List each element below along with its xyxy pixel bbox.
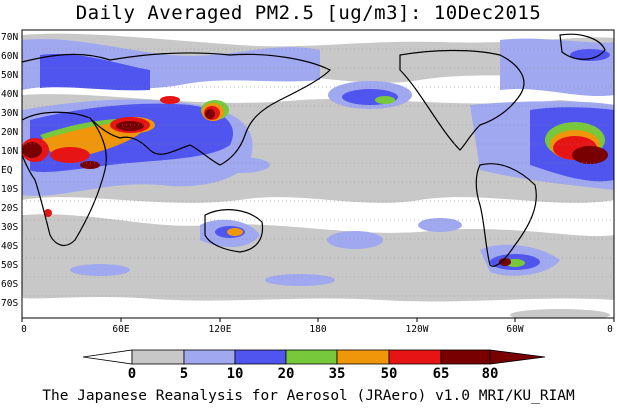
lat-label: 10S [1, 184, 19, 195]
lat-label: 60S [1, 279, 19, 290]
pm25-field [22, 30, 614, 318]
colorbar-label: 10 [226, 366, 244, 382]
lat-label: EQ [1, 165, 13, 176]
colorbar-label: 5 [179, 366, 189, 382]
colorbar-label: 80 [481, 366, 499, 382]
colorbar-seg-0 [82, 349, 133, 365]
lon-label: 60W [506, 324, 524, 335]
colorbar-label: 50 [380, 366, 398, 382]
colorbar-label: 35 [328, 366, 346, 382]
colorbar-seg-6 [388, 349, 442, 365]
coastlines [22, 33, 606, 267]
colorbar-seg-1 [131, 349, 185, 365]
lon-label: 180 [309, 324, 327, 335]
lon-label: 120W [405, 324, 429, 335]
map-title: Daily Averaged PM2.5 [ug/m3]: 10Dec2015 [75, 2, 542, 24]
map-footer: The Japanese Reanalysis for Aerosol (JRA… [42, 388, 575, 404]
colorbar-seg-2 [183, 349, 236, 365]
lat-label: 50S [1, 260, 19, 271]
lat-label: 70S [1, 298, 19, 309]
lat-label: 30S [1, 222, 19, 233]
lat-label: 40N [1, 89, 19, 100]
x-ticks [21, 318, 615, 322]
colorbar-seg-7 [440, 349, 491, 365]
lat-label: 60N [1, 51, 19, 62]
lat-label: 40S [1, 241, 19, 252]
field-level-80 [22, 109, 608, 266]
lat-label: 10N [1, 146, 19, 157]
colorbar [82, 349, 546, 365]
lon-label: 60E [112, 324, 130, 335]
colorbar-label: 20 [277, 366, 295, 382]
lat-grid [22, 48, 614, 297]
colorbar-label: 0 [127, 366, 137, 382]
lon-label: 0 [21, 324, 27, 335]
colorbar-seg-4 [285, 349, 338, 365]
colorbar-label: 65 [432, 366, 450, 382]
colorbar-seg-3 [234, 349, 287, 365]
colorbar-seg-8 [489, 349, 546, 365]
lat-label: 20N [1, 127, 19, 138]
lon-label: 0 [607, 324, 613, 335]
lat-label: 30N [1, 108, 19, 119]
lon-label: 120E [208, 324, 232, 335]
lat-label: 50N [1, 70, 19, 81]
colorbar-seg-5 [336, 349, 390, 365]
field-level-5 [22, 33, 614, 318]
lat-label: 20S [1, 203, 19, 214]
lat-label: 70N [1, 32, 19, 43]
